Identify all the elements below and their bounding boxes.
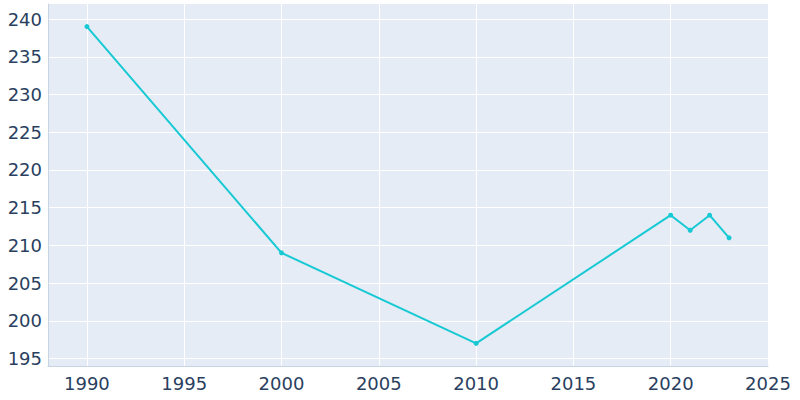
svg-text:210: 210: [8, 235, 42, 256]
svg-text:2010: 2010: [453, 373, 499, 394]
svg-text:2015: 2015: [550, 373, 596, 394]
svg-text:2025: 2025: [745, 373, 791, 394]
svg-text:220: 220: [8, 159, 42, 180]
svg-text:1995: 1995: [161, 373, 207, 394]
svg-text:240: 240: [8, 9, 42, 30]
svg-text:230: 230: [8, 84, 42, 105]
svg-text:235: 235: [8, 46, 42, 67]
svg-text:1990: 1990: [64, 373, 110, 394]
svg-text:225: 225: [8, 122, 42, 143]
svg-text:2000: 2000: [259, 373, 305, 394]
svg-text:205: 205: [8, 273, 42, 294]
svg-text:215: 215: [8, 197, 42, 218]
svg-text:2020: 2020: [648, 373, 694, 394]
svg-text:2005: 2005: [356, 373, 402, 394]
svg-text:195: 195: [8, 348, 42, 369]
svg-text:200: 200: [8, 310, 42, 331]
